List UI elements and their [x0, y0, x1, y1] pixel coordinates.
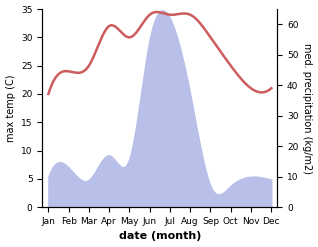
X-axis label: date (month): date (month) — [119, 231, 201, 242]
Y-axis label: max temp (C): max temp (C) — [5, 74, 16, 142]
Y-axis label: med. precipitation (kg/m2): med. precipitation (kg/m2) — [302, 43, 313, 174]
